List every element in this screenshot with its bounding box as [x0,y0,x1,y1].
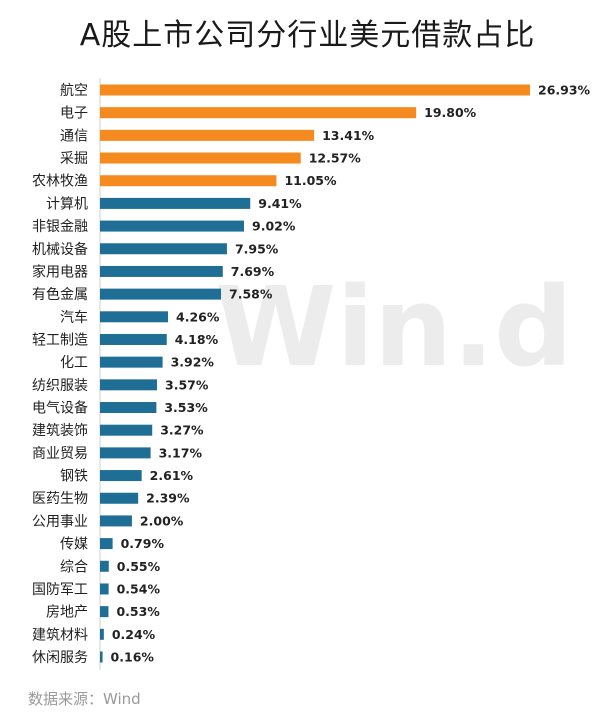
bar [100,447,151,459]
value-label: 0.55% [117,559,161,574]
category-label: 建筑材料 [32,627,88,643]
watermark-text: Win.d [215,263,573,391]
category-label: 计算机 [46,196,88,212]
value-label: 9.02% [252,219,296,234]
value-label: 3.27% [160,423,204,438]
value-label: 7.69% [231,264,275,279]
bar [100,311,169,323]
bar [100,197,251,209]
bars-group: 航空 26.93% 电子 19.80% 通信 13.41% 采掘 12.57% 农林牧渔 11.0… [32,83,591,667]
category-label: 化工 [60,355,88,371]
bar [100,515,132,527]
category-label: 商业贸易 [32,446,88,462]
category-label: 传媒 [60,537,88,553]
category-label: 建筑装饰 [32,423,88,439]
bar [100,333,167,345]
category-label: 医药生物 [32,491,88,507]
value-label: 26.93% [538,83,591,98]
value-label: 2.39% [146,491,190,506]
value-label: 0.24% [112,627,156,642]
bar [100,107,417,119]
category-label: 家用电器 [32,263,88,280]
value-label: 7.58% [229,287,273,302]
value-label: 3.57% [165,377,209,392]
category-label: 航空 [60,83,88,99]
value-label: 2.00% [140,513,184,528]
category-label: 房地产 [46,605,88,621]
category-label: 电气设备 [32,400,88,417]
source-note: 数据来源：Wind [28,690,141,708]
value-label: 12.57% [309,151,362,166]
category-label: 综合 [60,559,88,575]
category-label: 有色金属 [32,286,88,303]
bar [100,356,163,368]
category-label: 公用事业 [32,514,88,530]
bar [100,402,157,414]
value-label: 3.53% [164,400,208,415]
value-label: 3.17% [159,445,203,460]
category-label: 钢铁 [60,469,88,485]
bar [100,243,227,255]
bar [100,379,158,391]
category-label: 农林牧渔 [32,174,88,190]
value-label: 4.26% [176,309,220,324]
category-label: 休闲服务 [32,650,88,666]
category-label: 纺织服装 [32,378,88,394]
bar [100,152,301,164]
bar [100,651,103,663]
value-label: 13.41% [322,128,375,143]
bar [100,606,109,618]
bar [100,175,277,187]
value-label: 3.92% [171,355,215,370]
bar [100,129,315,141]
bar [100,288,222,300]
value-label: 0.16% [111,650,155,665]
category-label: 采掘 [60,151,88,167]
category-label: 汽车 [60,309,88,326]
value-label: 4.18% [175,332,219,347]
value-label: 19.80% [424,105,477,120]
bar [100,628,104,640]
value-label: 0.54% [117,581,161,596]
chart-title: A股上市公司分行业美元借款占比 [79,18,536,53]
bar [100,492,139,504]
bar [100,560,109,572]
bar [100,424,153,436]
bar [100,220,245,232]
value-label: 2.61% [150,468,194,483]
value-label: 0.79% [121,536,165,551]
bar [100,583,109,595]
category-label: 电子 [60,106,88,122]
value-label: 11.05% [284,173,337,188]
category-label: 非银金融 [32,219,88,235]
bar [100,470,142,482]
bar [100,538,113,550]
category-label: 通信 [60,128,88,144]
category-label: 国防军工 [32,582,88,598]
value-label: 7.95% [235,241,279,256]
bar [100,265,223,277]
value-label: 0.53% [116,604,160,619]
category-label: 轻工制造 [32,332,88,348]
value-label: 9.41% [258,196,302,211]
bar [100,84,530,96]
category-label: 机械设备 [32,241,88,258]
